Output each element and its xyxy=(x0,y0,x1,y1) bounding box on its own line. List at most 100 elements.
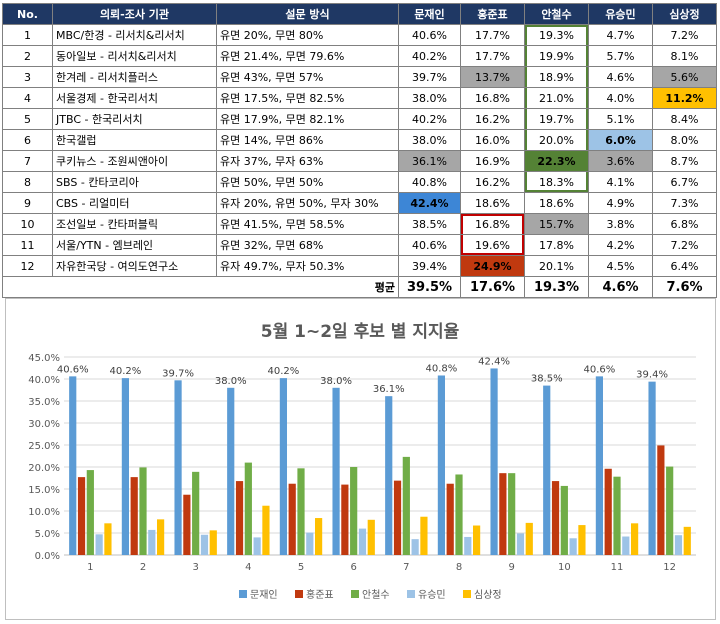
cell-sim: 7.2% xyxy=(652,24,717,46)
cell-sim: 7.3% xyxy=(652,192,717,214)
cell-yoo: 5.7% xyxy=(588,45,653,67)
bar xyxy=(464,536,472,555)
table-row: 7 쿠키뉴스 - 조원씨앤아이 유자 37%, 무자 63% 36.1% 16.9% 22… xyxy=(2,150,717,172)
header-no: No. xyxy=(2,3,53,25)
data-label: 38.0% xyxy=(215,376,247,387)
bar xyxy=(613,476,621,555)
cell-sim: 11.2% xyxy=(652,87,717,109)
bar xyxy=(262,505,270,555)
table-row: 6 한국갤럽 유면 14%, 무면 86% 38.0% 16.0% 20.0% 6.0% 8.… xyxy=(2,129,717,151)
cell-ahn: 18.9% xyxy=(524,66,589,88)
cell-ahn: 19.7% xyxy=(524,108,589,130)
bar xyxy=(332,387,340,555)
cell-sim: 8.0% xyxy=(652,129,717,151)
row-agency: SBS - 칸타코리아 xyxy=(52,171,217,193)
bar xyxy=(560,485,568,555)
row-no: 1 xyxy=(2,24,53,46)
chart-gridlines xyxy=(64,356,696,556)
table-row: 11 서울/YTN - 엠브레인 유면 32%, 무면 68% 40.6% 19.6% 1… xyxy=(2,234,717,256)
bar xyxy=(174,380,182,555)
table-row: 4 서울경제 - 한국리서치 유면 17.5%, 무면 82.5% 38.0% 16.8… xyxy=(2,87,717,109)
cell-yoo: 4.7% xyxy=(588,24,653,46)
x-tick-label: 2 xyxy=(140,562,146,573)
bar xyxy=(508,473,516,555)
cell-sim: 8.1% xyxy=(652,45,717,67)
row-method: 유면 41.5%, 무면 58.5% xyxy=(216,213,399,235)
bar xyxy=(244,462,252,555)
bar xyxy=(77,477,86,555)
row-agency: 한겨레 - 리서치플러스 xyxy=(52,66,217,88)
header-moon: 문재인 xyxy=(398,3,461,25)
cell-ahn: 18.3% xyxy=(524,171,589,193)
row-agency: 조선일보 - 칸타퍼블릭 xyxy=(52,213,217,235)
header-ahn: 안철수 xyxy=(524,3,589,25)
row-agency: 자유한국당 - 여의도연구소 xyxy=(52,255,217,277)
header-sim: 심상정 xyxy=(652,3,717,25)
data-label: 40.6% xyxy=(584,364,616,375)
legend-label: 홍준표 xyxy=(306,588,334,601)
x-tick-label: 11 xyxy=(611,562,624,573)
data-label: 39.4% xyxy=(636,370,668,381)
bar xyxy=(499,473,507,555)
y-tick-label: 40.0% xyxy=(28,375,60,386)
table-header-row: No. 의뢰-조사 기관 설문 방식 문재인 홍준표 안철수 유승민 심상정 xyxy=(2,3,717,25)
header-hong: 홍준표 xyxy=(460,3,525,25)
legend-swatch xyxy=(407,590,415,598)
bar xyxy=(86,470,94,555)
table-row: 1 MBC/한경 - 리서치&리서치 유면 20%, 무면 80% 40.6% 17.7… xyxy=(2,24,717,46)
row-method: 유면 50%, 무면 50% xyxy=(216,171,399,193)
average-moon: 39.5% xyxy=(398,276,461,298)
bar xyxy=(666,466,674,555)
bar xyxy=(306,532,314,555)
row-no: 10 xyxy=(2,213,53,235)
cell-ahn: 19.9% xyxy=(524,45,589,67)
table-body: 1 MBC/한경 - 리서치&리서치 유면 20%, 무면 80% 40.6% 17.7… xyxy=(2,24,717,298)
data-label: 40.8% xyxy=(426,363,458,374)
x-tick-label: 6 xyxy=(350,562,356,573)
table-row: 9 CBS - 리얼미터 유자 20%, 유면 50%, 무자 30% 42.4% 18… xyxy=(2,192,717,214)
cell-moon: 40.6% xyxy=(398,234,461,256)
bar xyxy=(393,480,402,555)
average-hong: 17.6% xyxy=(460,276,525,298)
cell-hong: 16.0% xyxy=(460,129,525,151)
cell-moon: 38.5% xyxy=(398,213,461,235)
cell-sim: 6.8% xyxy=(652,213,717,235)
data-label: 40.2% xyxy=(268,366,300,377)
x-tick-label: 9 xyxy=(508,562,514,573)
cell-moon: 39.4% xyxy=(398,255,461,277)
row-agency: 서울경제 - 한국리서치 xyxy=(52,87,217,109)
row-no: 4 xyxy=(2,87,53,109)
bar xyxy=(148,529,156,555)
row-agency: 쿠키뉴스 - 조원씨앤아이 xyxy=(52,150,217,172)
y-axis: 0.0% 5.0% 10.0% 15.0% 20.0% 25.0% 30.0% 35.0% 40… xyxy=(28,353,60,562)
cell-sim: 5.6% xyxy=(652,66,717,88)
bar xyxy=(69,376,77,555)
legend-swatch xyxy=(239,590,247,598)
legend-label: 문재인 xyxy=(250,589,278,601)
bar xyxy=(192,471,200,555)
bar xyxy=(121,378,129,555)
cell-moon: 39.7% xyxy=(398,66,461,88)
chart-bars xyxy=(69,368,691,555)
chart-title: 5월 1~2일 후보 별 지지율 xyxy=(261,321,460,342)
bar xyxy=(622,536,630,555)
bar xyxy=(227,387,235,555)
bar xyxy=(315,518,323,555)
legend-swatch xyxy=(463,590,471,598)
data-label: 40.6% xyxy=(57,364,89,375)
cell-hong: 17.7% xyxy=(460,24,525,46)
bar xyxy=(183,494,191,555)
average-sim: 7.6% xyxy=(652,276,717,298)
row-no: 12 xyxy=(2,255,53,277)
data-label: 40.2% xyxy=(110,366,142,377)
bar xyxy=(455,474,463,555)
row-method: 유자 37%, 무자 63% xyxy=(216,150,399,172)
cell-moon: 42.4% xyxy=(398,192,461,214)
chart-panel: 5월 1~2일 후보 별 지지율 0.0% 5.0% 10.0% 15.0% 20.0%… xyxy=(5,298,716,620)
x-tick-label: 10 xyxy=(558,562,571,573)
row-agency: 한국갤럽 xyxy=(52,129,217,151)
chart-legend: 문재인 홍준표 안철수 유승민 심상정 xyxy=(239,588,502,601)
cell-sim: 6.4% xyxy=(652,255,717,277)
cell-ahn: 19.3% xyxy=(524,24,589,46)
x-tick-label: 5 xyxy=(298,562,304,573)
